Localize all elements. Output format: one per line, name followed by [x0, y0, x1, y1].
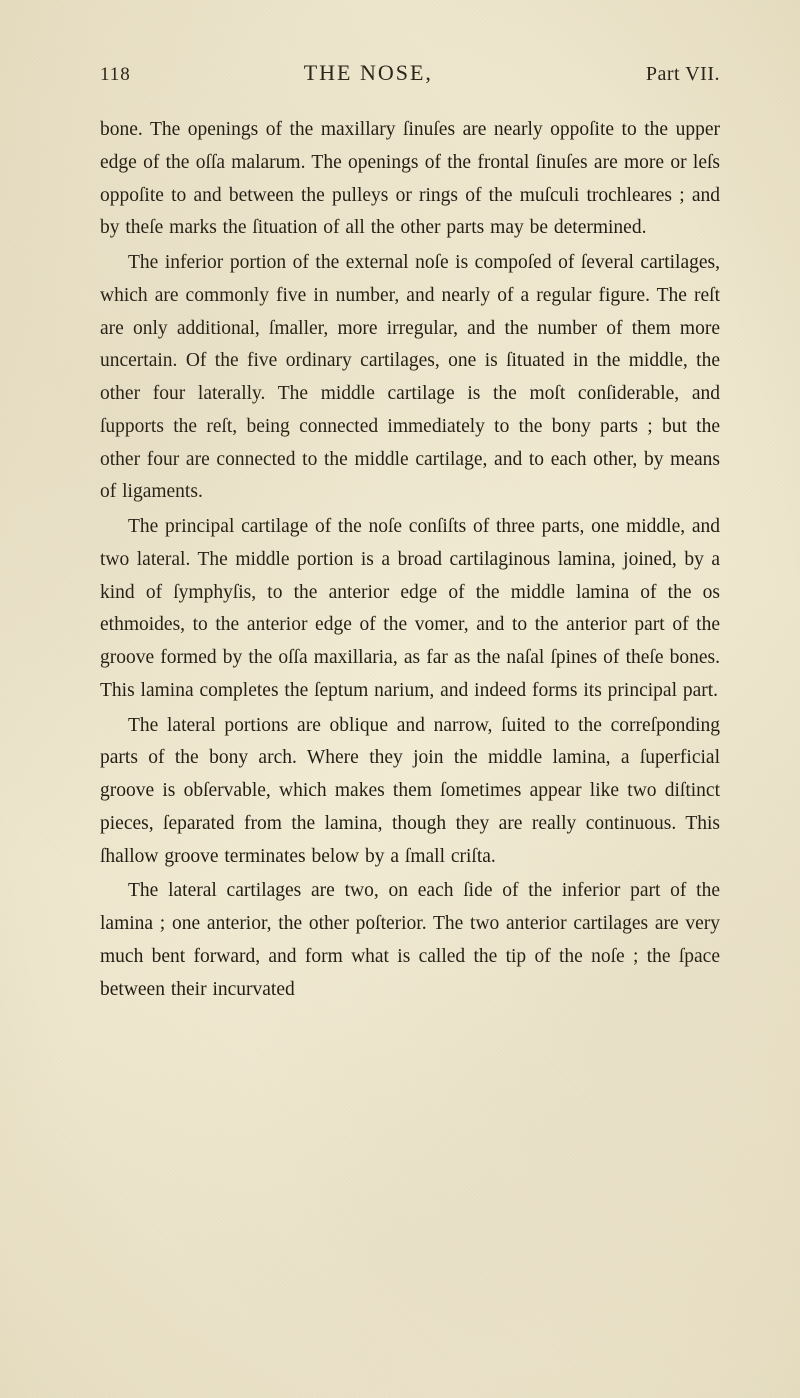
- document-page: 118 THE NOSE, Part VII. bone. The openin…: [0, 0, 800, 1398]
- paragraph: The principal cartilage of the noſe conſ…: [100, 511, 720, 708]
- body-text: bone. The openings of the maxillary ſinu…: [100, 114, 720, 1006]
- paragraph: The inferior portion of the external noſ…: [100, 247, 720, 509]
- page-header: 118 THE NOSE, Part VII.: [100, 60, 720, 86]
- paragraph: bone. The openings of the maxillary ſinu…: [100, 114, 720, 245]
- paragraph: The lateral cartilages are two, on each …: [100, 875, 720, 1006]
- paragraph: The lateral portions are oblique and nar…: [100, 710, 720, 874]
- part-label: Part VII.: [646, 63, 720, 86]
- page-title: THE NOSE,: [91, 60, 646, 86]
